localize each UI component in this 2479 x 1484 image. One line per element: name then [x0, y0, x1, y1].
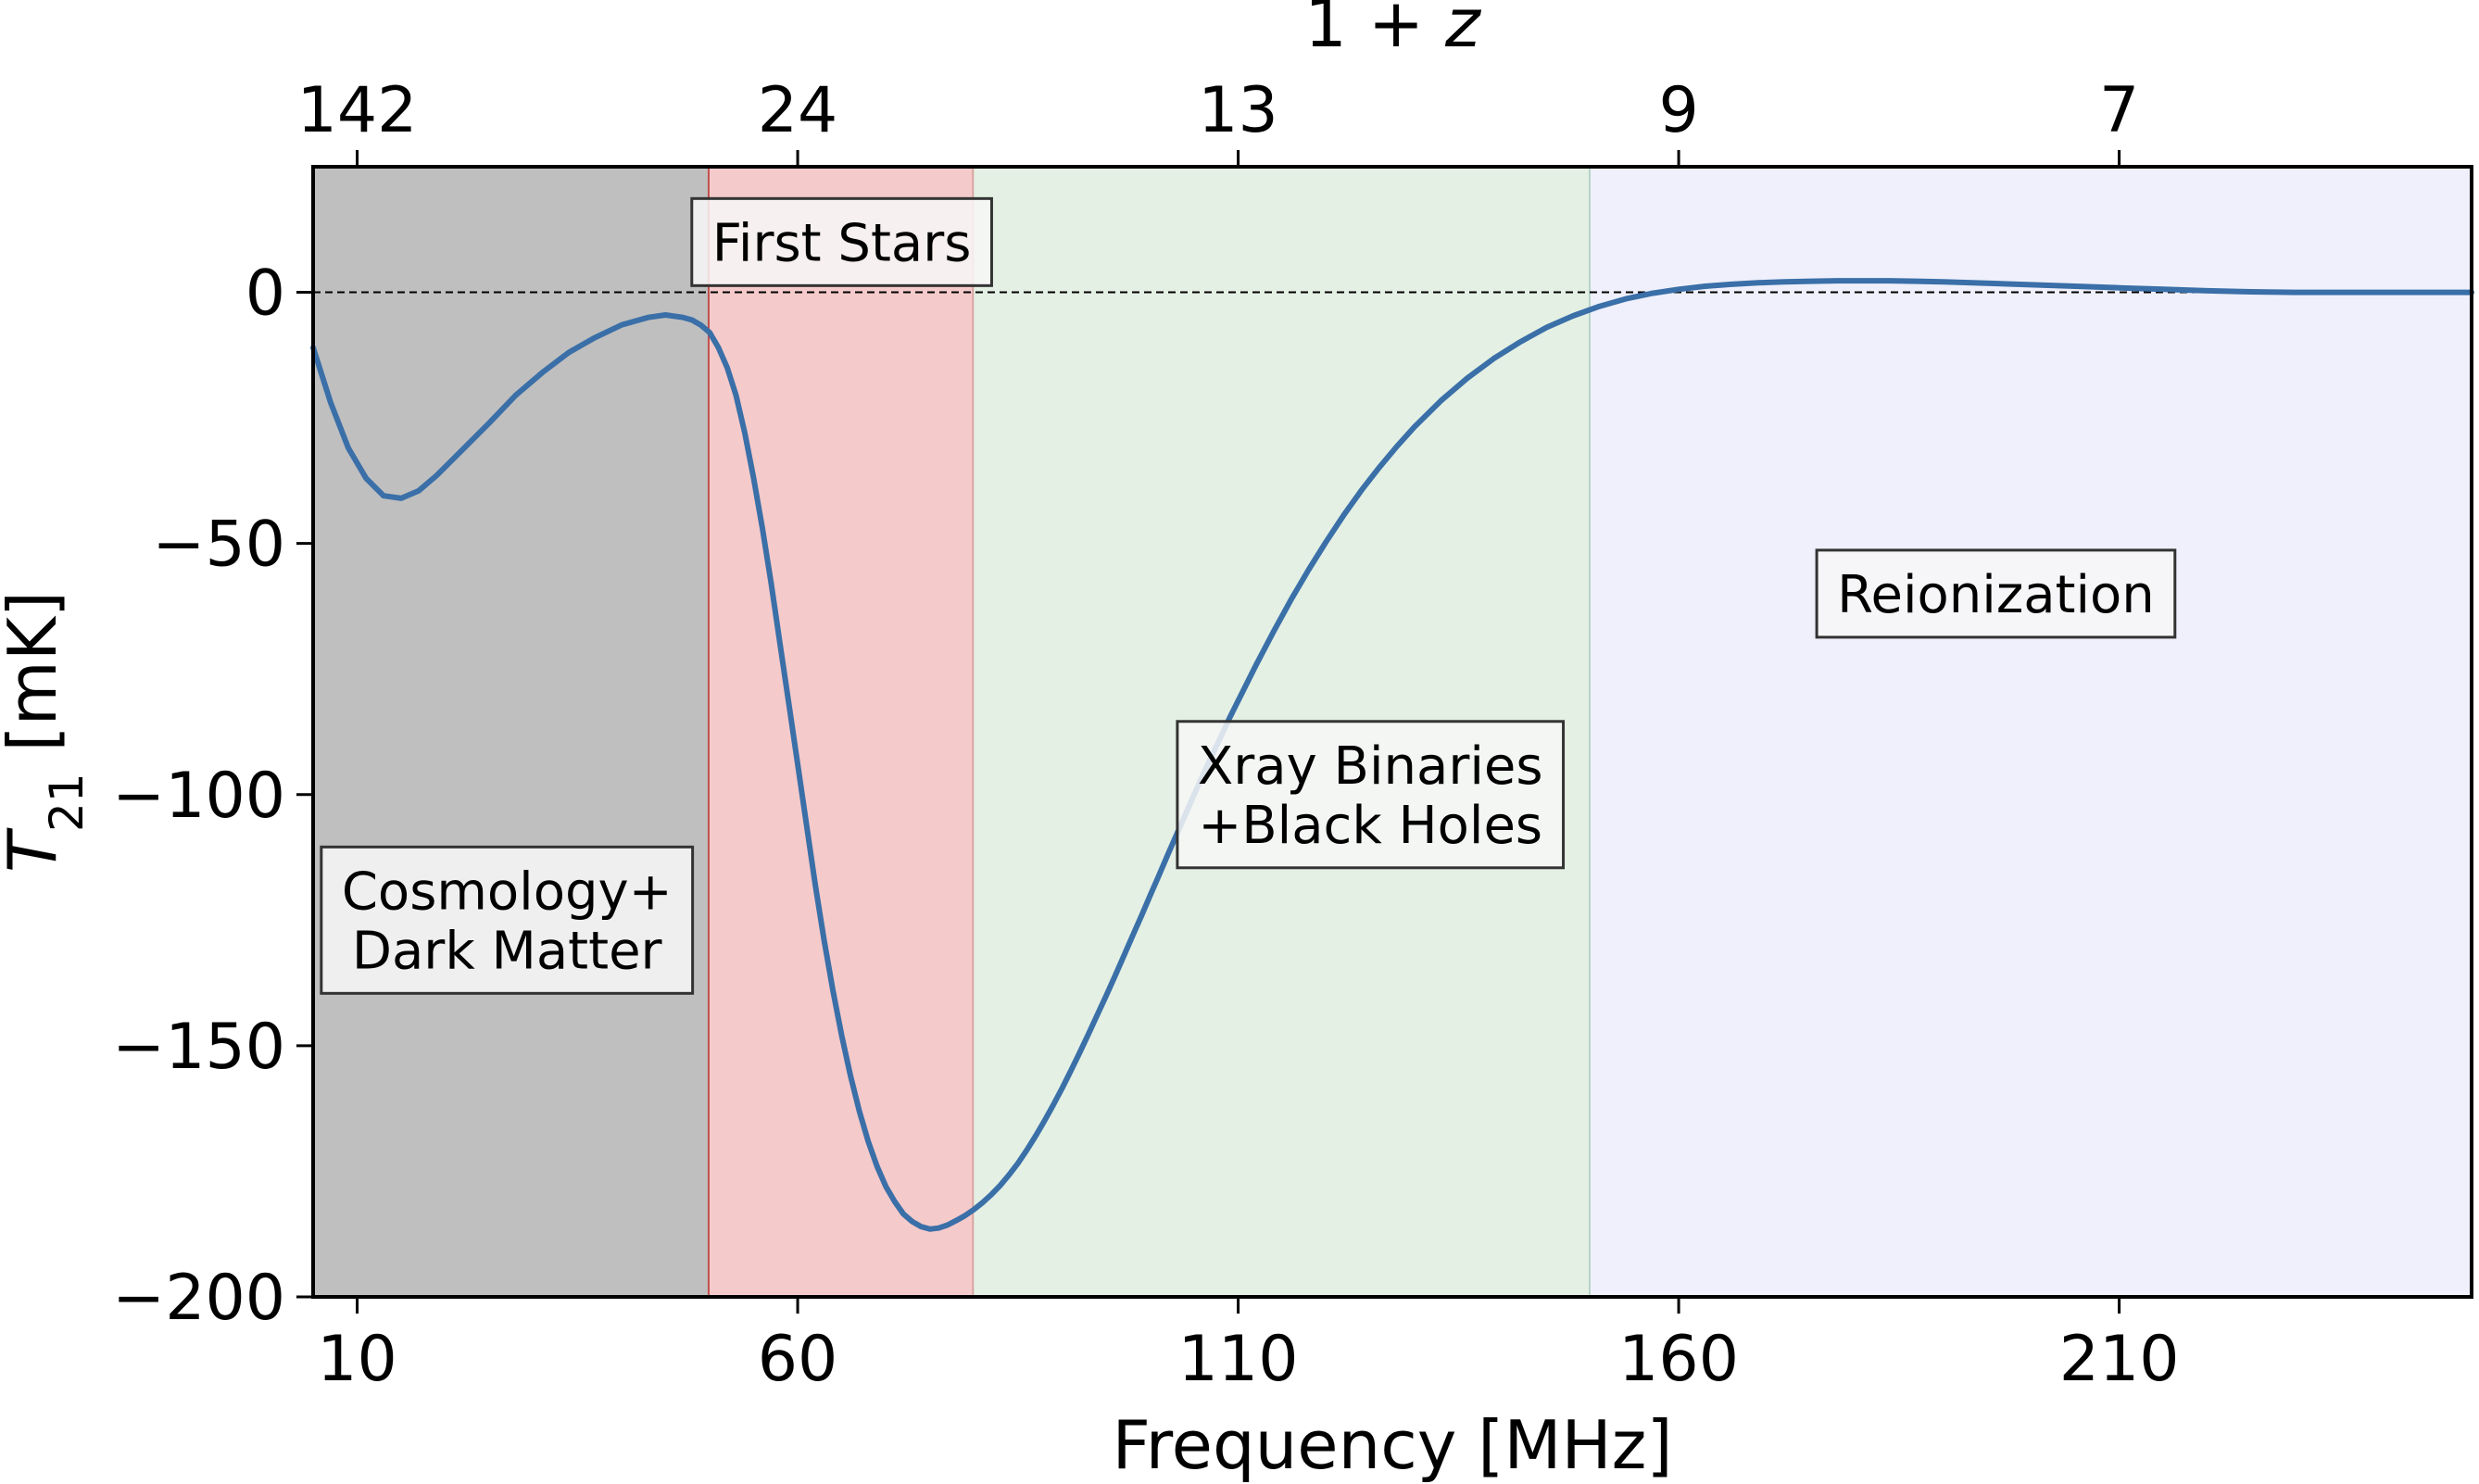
region-label-text: Dark Matter [352, 921, 663, 981]
x-axis-ticks: 10 60 110 160 210 [317, 1297, 2179, 1396]
region-label-text: Xray Binaries [1198, 736, 1543, 797]
y-tick-label: −200 [112, 1262, 285, 1335]
top-tick-label: 13 [1198, 74, 1278, 147]
x-tick-label: 160 [1618, 1323, 1739, 1396]
region-label-2: Xray Binaries+Black Holes [1176, 720, 1566, 870]
y-axis-label: T21 [mK] [0, 591, 94, 873]
x-axis-label: Frequency [MHz] [1112, 1406, 1672, 1484]
x-tick-label: 210 [2059, 1323, 2180, 1396]
series-layer [310, 278, 2474, 1232]
region-label-1: First Stars [690, 196, 993, 287]
top-tick-label: 7 [2099, 74, 2139, 147]
top-tick-label: 142 [297, 74, 418, 147]
region-label-box-2 [1176, 720, 1566, 870]
region-label-0: Cosmology+Dark Matter [320, 845, 695, 995]
region-label-box-3 [1815, 548, 2177, 639]
y-tick-label: −50 [152, 509, 285, 582]
y-tick-label: −100 [112, 760, 285, 833]
region-band-1 [709, 167, 975, 1297]
x-tick-label: 10 [317, 1323, 397, 1396]
region-bands [313, 167, 2472, 1297]
top-axis-label: 1 + z [1304, 0, 1482, 62]
series-line-0 [310, 278, 2474, 1232]
region-labels: Cosmology+Dark Matter First Stars Xray Bin… [320, 196, 2177, 995]
region-label-text: Cosmology+ [342, 861, 673, 922]
region-label-box-1 [690, 196, 993, 287]
region-band-3 [1590, 167, 2472, 1297]
region-label-text: Reionization [1837, 565, 2155, 625]
region-label-box-0 [320, 845, 695, 995]
region-label-3: Reionization [1815, 548, 2177, 639]
top-axis-ticks: 142 24 13 9 7 [297, 74, 2139, 167]
y-tick-label: 0 [245, 258, 285, 331]
x-tick-label: 110 [1178, 1323, 1299, 1396]
plot-frame [311, 165, 2473, 1299]
region-label-text: +Black Holes [1198, 796, 1542, 856]
top-tick-label: 9 [1658, 74, 1698, 147]
x-tick-label: 60 [758, 1323, 838, 1396]
region-label-text: First Stars [712, 213, 972, 273]
y-tick-label: −150 [112, 1011, 285, 1084]
region-band-0 [313, 167, 710, 1297]
top-tick-label: 24 [758, 74, 838, 147]
y-axis-ticks: 0 −50 −100 −150 −200 [112, 258, 313, 1335]
